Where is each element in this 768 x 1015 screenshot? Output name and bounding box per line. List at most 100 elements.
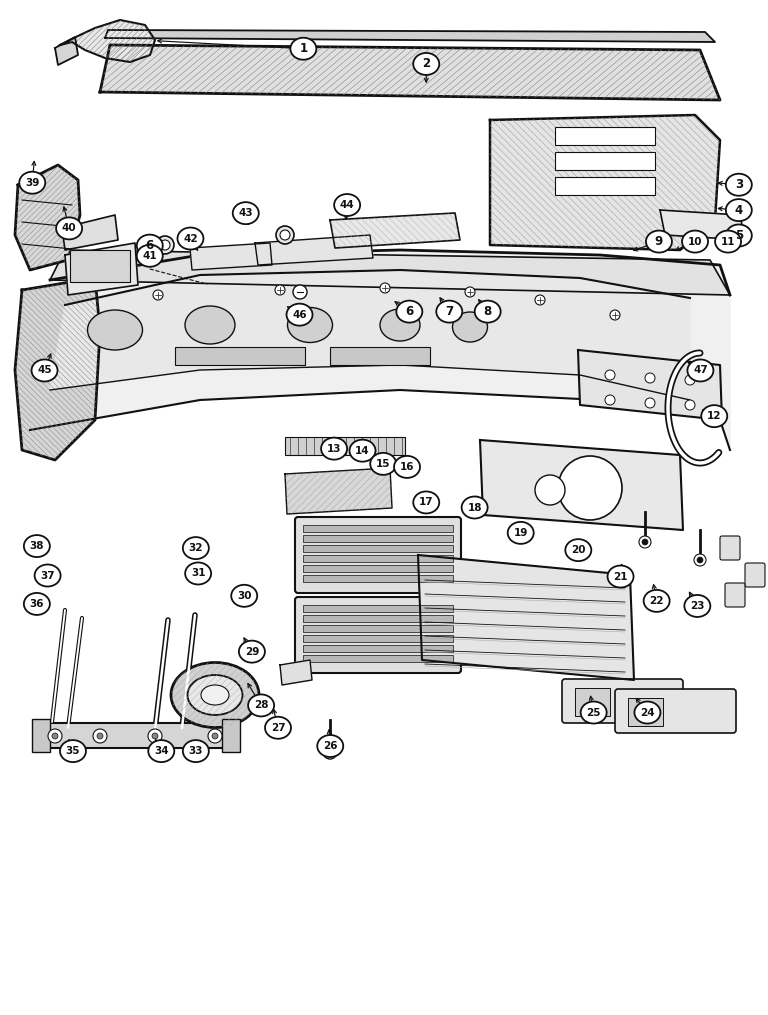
- Bar: [70, 250, 130, 282]
- Circle shape: [280, 230, 290, 240]
- Circle shape: [153, 290, 163, 300]
- Text: 5: 5: [735, 229, 743, 242]
- Circle shape: [275, 285, 285, 295]
- Circle shape: [93, 729, 107, 743]
- Bar: [555, 152, 655, 170]
- Ellipse shape: [380, 309, 420, 341]
- Circle shape: [535, 475, 565, 505]
- FancyBboxPatch shape: [615, 689, 736, 733]
- Ellipse shape: [317, 735, 343, 757]
- Ellipse shape: [239, 640, 265, 663]
- Ellipse shape: [462, 496, 488, 519]
- Bar: [303, 555, 453, 562]
- Ellipse shape: [148, 740, 174, 762]
- Bar: [303, 645, 453, 652]
- Circle shape: [610, 310, 620, 320]
- Ellipse shape: [24, 593, 50, 615]
- Text: 35: 35: [66, 746, 80, 756]
- Ellipse shape: [565, 539, 591, 561]
- Text: 38: 38: [30, 541, 44, 551]
- Bar: [575, 688, 610, 716]
- Ellipse shape: [183, 740, 209, 762]
- Circle shape: [380, 283, 390, 293]
- Circle shape: [558, 456, 622, 520]
- Polygon shape: [60, 20, 155, 62]
- Ellipse shape: [137, 245, 163, 267]
- Bar: [555, 177, 655, 195]
- Text: 8: 8: [484, 306, 492, 318]
- Polygon shape: [62, 215, 118, 250]
- Text: 42: 42: [183, 233, 198, 244]
- Ellipse shape: [413, 53, 439, 75]
- Circle shape: [293, 285, 307, 299]
- Bar: [40, 723, 230, 748]
- Circle shape: [535, 295, 545, 304]
- Ellipse shape: [349, 439, 376, 462]
- Ellipse shape: [682, 230, 708, 253]
- Ellipse shape: [177, 227, 204, 250]
- Ellipse shape: [726, 224, 752, 247]
- Polygon shape: [285, 468, 392, 514]
- Bar: [303, 605, 453, 612]
- Text: 31: 31: [191, 568, 205, 579]
- Ellipse shape: [726, 199, 752, 221]
- Circle shape: [208, 729, 222, 743]
- Text: 10: 10: [688, 236, 702, 247]
- Text: 45: 45: [37, 365, 52, 376]
- Ellipse shape: [321, 437, 347, 460]
- Circle shape: [605, 370, 615, 380]
- Text: 37: 37: [40, 570, 55, 581]
- Text: 27: 27: [270, 723, 286, 733]
- Polygon shape: [418, 555, 634, 680]
- Text: 4: 4: [735, 204, 743, 216]
- Text: 21: 21: [614, 571, 627, 582]
- Text: 2: 2: [422, 58, 430, 70]
- Ellipse shape: [715, 230, 741, 253]
- Polygon shape: [30, 250, 730, 450]
- Circle shape: [685, 375, 695, 385]
- Polygon shape: [480, 439, 683, 530]
- Ellipse shape: [370, 453, 396, 475]
- Polygon shape: [15, 165, 80, 270]
- Bar: [303, 615, 453, 622]
- Text: 15: 15: [376, 459, 390, 469]
- Text: 33: 33: [189, 746, 203, 756]
- Ellipse shape: [726, 174, 752, 196]
- Ellipse shape: [687, 359, 713, 382]
- Ellipse shape: [644, 590, 670, 612]
- Text: 29: 29: [245, 647, 259, 657]
- Bar: [303, 655, 453, 662]
- Circle shape: [694, 554, 706, 566]
- Ellipse shape: [35, 564, 61, 587]
- Ellipse shape: [60, 740, 86, 762]
- Ellipse shape: [201, 685, 229, 705]
- Text: 12: 12: [707, 411, 721, 421]
- Ellipse shape: [701, 405, 727, 427]
- Circle shape: [52, 733, 58, 739]
- Circle shape: [642, 539, 648, 545]
- Ellipse shape: [394, 456, 420, 478]
- Circle shape: [48, 729, 62, 743]
- Ellipse shape: [233, 202, 259, 224]
- Circle shape: [97, 733, 103, 739]
- Polygon shape: [15, 278, 100, 460]
- Text: 6: 6: [406, 306, 413, 318]
- Ellipse shape: [684, 595, 710, 617]
- Bar: [555, 127, 655, 145]
- Text: 47: 47: [693, 365, 708, 376]
- Text: 14: 14: [355, 446, 370, 456]
- Bar: [303, 545, 453, 552]
- Circle shape: [327, 749, 333, 755]
- Text: 6: 6: [146, 240, 154, 252]
- Text: 36: 36: [30, 599, 44, 609]
- Polygon shape: [105, 30, 715, 42]
- Text: 13: 13: [327, 444, 341, 454]
- Ellipse shape: [436, 300, 462, 323]
- Text: 43: 43: [238, 208, 253, 218]
- FancyBboxPatch shape: [745, 563, 765, 587]
- Polygon shape: [190, 243, 272, 270]
- Ellipse shape: [19, 172, 45, 194]
- Text: 24: 24: [640, 707, 655, 718]
- Ellipse shape: [56, 217, 82, 240]
- Polygon shape: [55, 37, 78, 65]
